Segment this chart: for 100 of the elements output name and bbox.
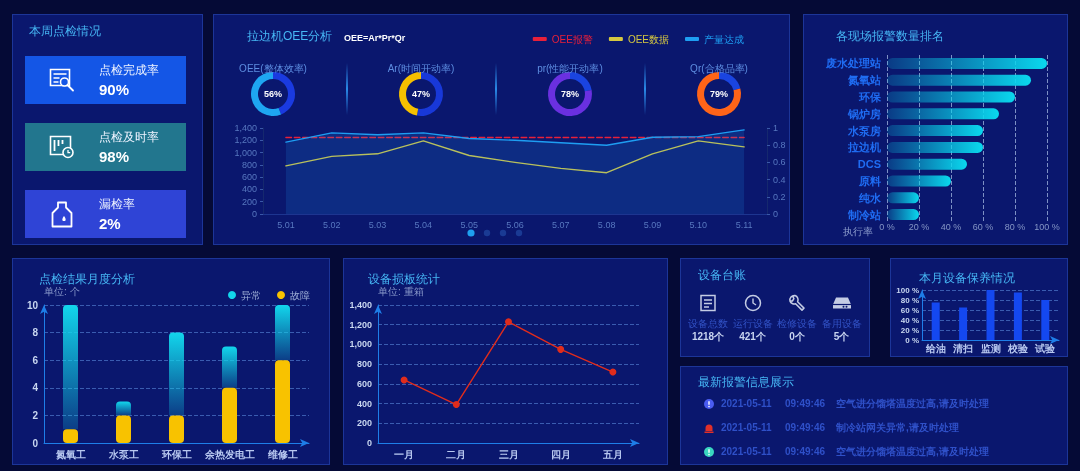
chart-title: OEE(整体效率) <box>239 62 307 74</box>
bar <box>169 415 184 443</box>
bar <box>887 125 983 137</box>
x-tick-label: 5.09 <box>643 219 662 230</box>
y2-tick-label: 0.4 <box>773 174 786 185</box>
bar <box>63 305 78 430</box>
y-axis-title: 单位: 个 <box>44 285 80 297</box>
bar <box>222 346 237 388</box>
y-tick-label: 1,400 <box>349 300 372 310</box>
y-tick-label: 20 % <box>900 325 919 335</box>
x-tick-label: 5.11 <box>735 219 753 230</box>
legend-label: 异常 <box>241 289 261 301</box>
y-tick-label: 原料 <box>858 175 881 187</box>
y-tick-label: 0 <box>251 209 257 219</box>
text: 47% <box>411 88 431 99</box>
bar <box>887 158 967 170</box>
text: 421个 <box>739 331 766 342</box>
text: 备用设备 <box>821 318 862 329</box>
bar <box>986 290 995 340</box>
y-tick-label: 水泵房 <box>847 124 881 137</box>
text: 2021-05-11 <box>721 446 772 458</box>
y-tick-label: 1,400 <box>234 123 257 133</box>
x-tick-label: 维修工 <box>266 448 298 460</box>
x-tick-label: 5.10 <box>689 219 708 230</box>
x-tick-label: 0 % <box>879 222 895 232</box>
bar <box>275 305 290 361</box>
text: 点检及时率 <box>99 130 159 144</box>
text: 09:49:46 <box>785 422 826 434</box>
bar <box>887 108 999 120</box>
y-tick-label: 1,200 <box>349 319 372 330</box>
chart-title: Ar(时间开动率) <box>387 62 455 74</box>
text: 2021-05-11 <box>721 422 772 434</box>
y-tick-label: 600 <box>356 378 372 389</box>
y-tick-label: 40 % <box>900 315 919 325</box>
text: 90% <box>99 81 130 98</box>
x-tick-label: 二月 <box>446 448 467 460</box>
text: 设备总数 <box>688 318 728 329</box>
legend-label: OEE数据 <box>627 33 670 45</box>
x-tick-label: 氮氧工 <box>54 448 86 460</box>
bar <box>959 307 968 340</box>
line-series <box>285 140 745 174</box>
y-tick-label: 废水处理站 <box>825 57 881 70</box>
text: 0个 <box>789 331 805 342</box>
text: 设备台账 <box>698 268 746 282</box>
x-tick-label: 5.07 <box>552 219 570 230</box>
x-tick-label: 40 % <box>940 222 962 232</box>
x-tick-label: 5.02 <box>322 219 341 230</box>
y-tick-label: 0 <box>366 438 372 448</box>
text: 1218个 <box>691 331 725 342</box>
text: 78% <box>560 88 580 99</box>
chart-title: Qr(合格品率) <box>690 62 748 74</box>
bar <box>887 175 951 187</box>
text: 79% <box>709 88 729 99</box>
text: 漏检率 <box>99 197 135 211</box>
text: 56% <box>263 88 283 99</box>
y-tick-label: 800 <box>241 159 257 170</box>
x-tick-label: 5.06 <box>506 219 524 230</box>
bar <box>887 74 1031 86</box>
bar <box>1013 292 1022 340</box>
y-tick-label: 200 <box>241 196 257 207</box>
chart-title: 点检结果月度分析 <box>39 272 135 286</box>
chart-title: pr(性能开动率) <box>537 62 603 74</box>
chart-subtitle: OEE=Ar*Pr*Qr <box>344 32 406 43</box>
y-tick-label: 制冷站 <box>847 208 881 221</box>
bar <box>116 401 131 416</box>
x-tick-label: 五月 <box>601 448 623 460</box>
x-tick-label: 环保工 <box>160 448 192 460</box>
x-tick-label: 5.01 <box>277 219 295 230</box>
chart-title: 拉边机OEE分析 <box>247 29 333 43</box>
bar <box>887 57 1047 69</box>
x-tick-label: 100 % <box>1034 222 1060 232</box>
bar <box>887 91 1015 103</box>
bar <box>1041 300 1050 340</box>
x-tick-label: 监测 <box>980 342 1001 354</box>
y-tick-label: 60 % <box>900 305 919 315</box>
y-tick-label: 400 <box>241 184 257 195</box>
y-tick-label: 锅炉房 <box>847 107 881 120</box>
y-tick-label: 0 % <box>905 335 919 345</box>
y-tick-label: 0 <box>32 437 39 449</box>
chart-title: 本月设备保养情况 <box>919 271 1015 285</box>
x-tick-label: 给油 <box>924 342 946 354</box>
text: 点检完成率 <box>99 63 159 77</box>
text: 制冷站网关异常,请及时处理 <box>836 422 959 434</box>
text: 09:49:46 <box>785 446 826 458</box>
x-tick-label: 水泵工 <box>107 448 139 460</box>
point <box>505 318 512 326</box>
y-tick-label: DCS <box>857 158 881 171</box>
text: 09:49:46 <box>785 398 826 410</box>
text: 5个 <box>833 331 850 342</box>
y-tick-label: 纯水 <box>858 191 882 204</box>
x-tick-label: 5.05 <box>460 219 478 230</box>
chart-title: 各现场报警数量排名 <box>836 29 944 43</box>
y-tick-label: 200 <box>356 418 372 429</box>
bar <box>275 360 290 443</box>
y-tick-label: 环保 <box>858 91 882 103</box>
y2-tick-label: 0.8 <box>773 140 786 151</box>
y-tick-label: 4 <box>32 382 39 394</box>
text: 空气进分馏塔温度过高,请及时处理 <box>836 446 989 458</box>
text: 本周点检情况 <box>29 24 101 38</box>
x-tick-label: 5.04 <box>414 219 433 230</box>
